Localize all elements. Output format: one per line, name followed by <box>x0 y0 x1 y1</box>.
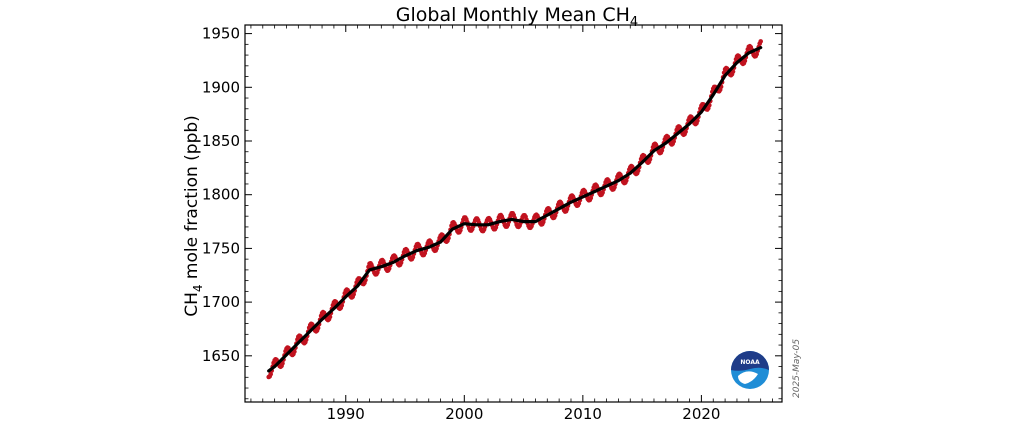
monthly-data-point <box>635 168 641 174</box>
y-axis-label-prefix: CH <box>182 292 202 317</box>
y-tick-label: 1800 <box>202 186 240 204</box>
monthly-data-point <box>742 58 748 64</box>
y-tick-label: 1900 <box>202 78 240 96</box>
monthly-data-point <box>758 39 763 44</box>
monthly-data-point <box>303 337 309 343</box>
x-tick-label: 1990 <box>327 405 365 423</box>
monthly-series <box>266 39 763 380</box>
noaa-logo-bird <box>738 371 758 384</box>
y-tick-label: 1750 <box>202 239 240 257</box>
svg-text:CH4 mole fraction (ppb): CH4 mole fraction (ppb) <box>182 115 205 317</box>
monthly-data-point <box>671 139 676 144</box>
monthly-data-point <box>315 325 321 331</box>
y-tick-label: 1700 <box>202 293 240 311</box>
noaa-logo: NOAA <box>731 351 769 389</box>
date-stamp-text: 2025-May-05 <box>792 339 802 398</box>
monthly-series-line <box>268 41 762 378</box>
noaa-logo-top <box>731 351 769 371</box>
monthly-data-point <box>280 361 285 366</box>
y-axis-label-suffix: mole fraction (ppb) <box>182 115 202 284</box>
chart-title-subscript: 4 <box>630 15 638 30</box>
monthly-data-point <box>339 303 345 308</box>
y-axis-label-subscript: 4 <box>191 285 205 293</box>
noaa-logo-text: NOAA <box>740 359 760 366</box>
monthly-data-point <box>695 118 700 123</box>
date-stamp: 2025-May-05 <box>792 339 802 398</box>
trend-series-line <box>267 46 763 373</box>
y-tick-label: 1950 <box>202 25 240 43</box>
plot-frame <box>244 24 783 403</box>
monthly-data-point <box>624 178 629 183</box>
monthly-data-point <box>351 292 357 297</box>
monthly-data-point <box>659 148 665 153</box>
chart-title: Global Monthly Mean CH4 <box>396 4 638 30</box>
monthly-data-point <box>327 314 333 320</box>
x-tick-label: 2010 <box>564 405 602 423</box>
x-tick-label: 2020 <box>682 405 720 423</box>
svg-text:Global Monthly Mean CH4: Global Monthly Mean CH4 <box>396 4 638 30</box>
y-axis-label: CH4 mole fraction (ppb) <box>182 115 205 317</box>
y-tick-label: 1650 <box>202 347 240 365</box>
chart-title-text: Global Monthly Mean CH <box>396 4 630 26</box>
y-tick-label: 1850 <box>202 132 240 150</box>
monthly-data-point <box>647 157 653 162</box>
monthly-data-point <box>683 129 688 135</box>
monthly-data-point <box>292 349 297 354</box>
monthly-data-point <box>268 371 274 377</box>
x-tick-label: 2000 <box>445 405 483 423</box>
